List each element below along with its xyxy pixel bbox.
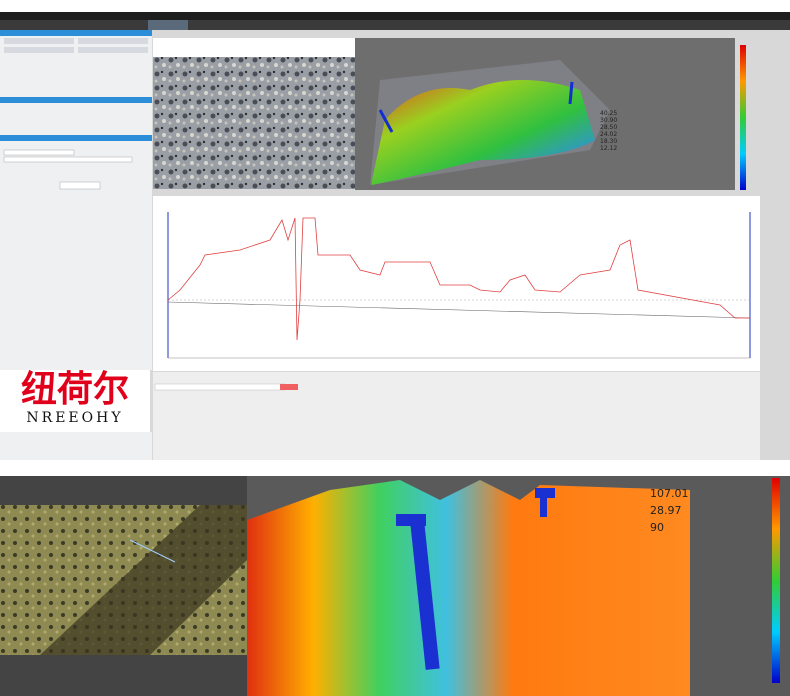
bottom-axis-labels: 107.01 28.97 90 bbox=[650, 485, 689, 536]
axis-label: 28.97 bbox=[650, 504, 682, 517]
panel-header bbox=[0, 135, 152, 141]
input[interactable] bbox=[3, 156, 133, 163]
profile-curve bbox=[167, 217, 750, 341]
3d-surface bbox=[372, 80, 595, 185]
button[interactable] bbox=[78, 47, 148, 53]
dark-region bbox=[40, 505, 247, 655]
logo-cn: 纽荷尔 bbox=[20, 369, 129, 410]
panel-header bbox=[0, 97, 152, 103]
probe-head bbox=[396, 514, 426, 526]
fit-line bbox=[167, 301, 751, 319]
axis-label: 30.90 bbox=[600, 117, 618, 124]
profile-panel bbox=[153, 196, 760, 371]
probe-head bbox=[535, 488, 555, 498]
button[interactable] bbox=[4, 47, 74, 53]
color-bar bbox=[772, 478, 780, 683]
axis-label: 40.25 bbox=[600, 110, 618, 117]
axis-label: 12.12 bbox=[600, 145, 618, 152]
left-panel bbox=[0, 30, 152, 370]
color-bar bbox=[740, 45, 746, 190]
probe bbox=[378, 109, 394, 133]
table-row bbox=[154, 383, 286, 391]
axis-label: 90 bbox=[650, 521, 664, 534]
delete-button[interactable] bbox=[280, 384, 298, 390]
axis-label: 28.50 bbox=[600, 124, 618, 131]
probe bbox=[568, 81, 574, 105]
image-header bbox=[153, 38, 355, 57]
logo: 纽荷尔 NREEOHY bbox=[0, 370, 150, 432]
axis-label: 107.01 bbox=[650, 487, 689, 500]
logo-en: NREEOHY bbox=[26, 410, 124, 426]
bottom-3d-surface bbox=[247, 480, 690, 696]
button[interactable] bbox=[78, 38, 148, 44]
sample-image bbox=[153, 57, 355, 189]
title-bar bbox=[0, 12, 790, 20]
active-tab[interactable] bbox=[148, 20, 188, 30]
probe bbox=[410, 519, 440, 670]
measure-line bbox=[129, 539, 176, 563]
panel-header bbox=[0, 30, 152, 36]
button[interactable] bbox=[59, 181, 101, 190]
input[interactable] bbox=[3, 149, 75, 156]
probe bbox=[540, 495, 547, 517]
button[interactable] bbox=[4, 38, 74, 44]
top-axis-labels: 40.25 30.90 28.50 24.02 18.30 12.12 bbox=[600, 110, 617, 152]
tab-bar bbox=[0, 20, 790, 30]
left-panel-bottom bbox=[0, 432, 152, 460]
axis-label: 18.30 bbox=[600, 138, 618, 145]
axis-label: 24.02 bbox=[600, 131, 618, 138]
